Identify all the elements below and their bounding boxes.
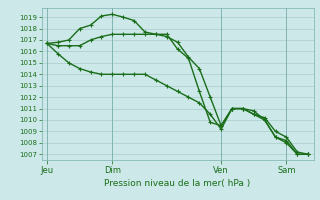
X-axis label: Pression niveau de la mer( hPa ): Pression niveau de la mer( hPa ) (104, 179, 251, 188)
